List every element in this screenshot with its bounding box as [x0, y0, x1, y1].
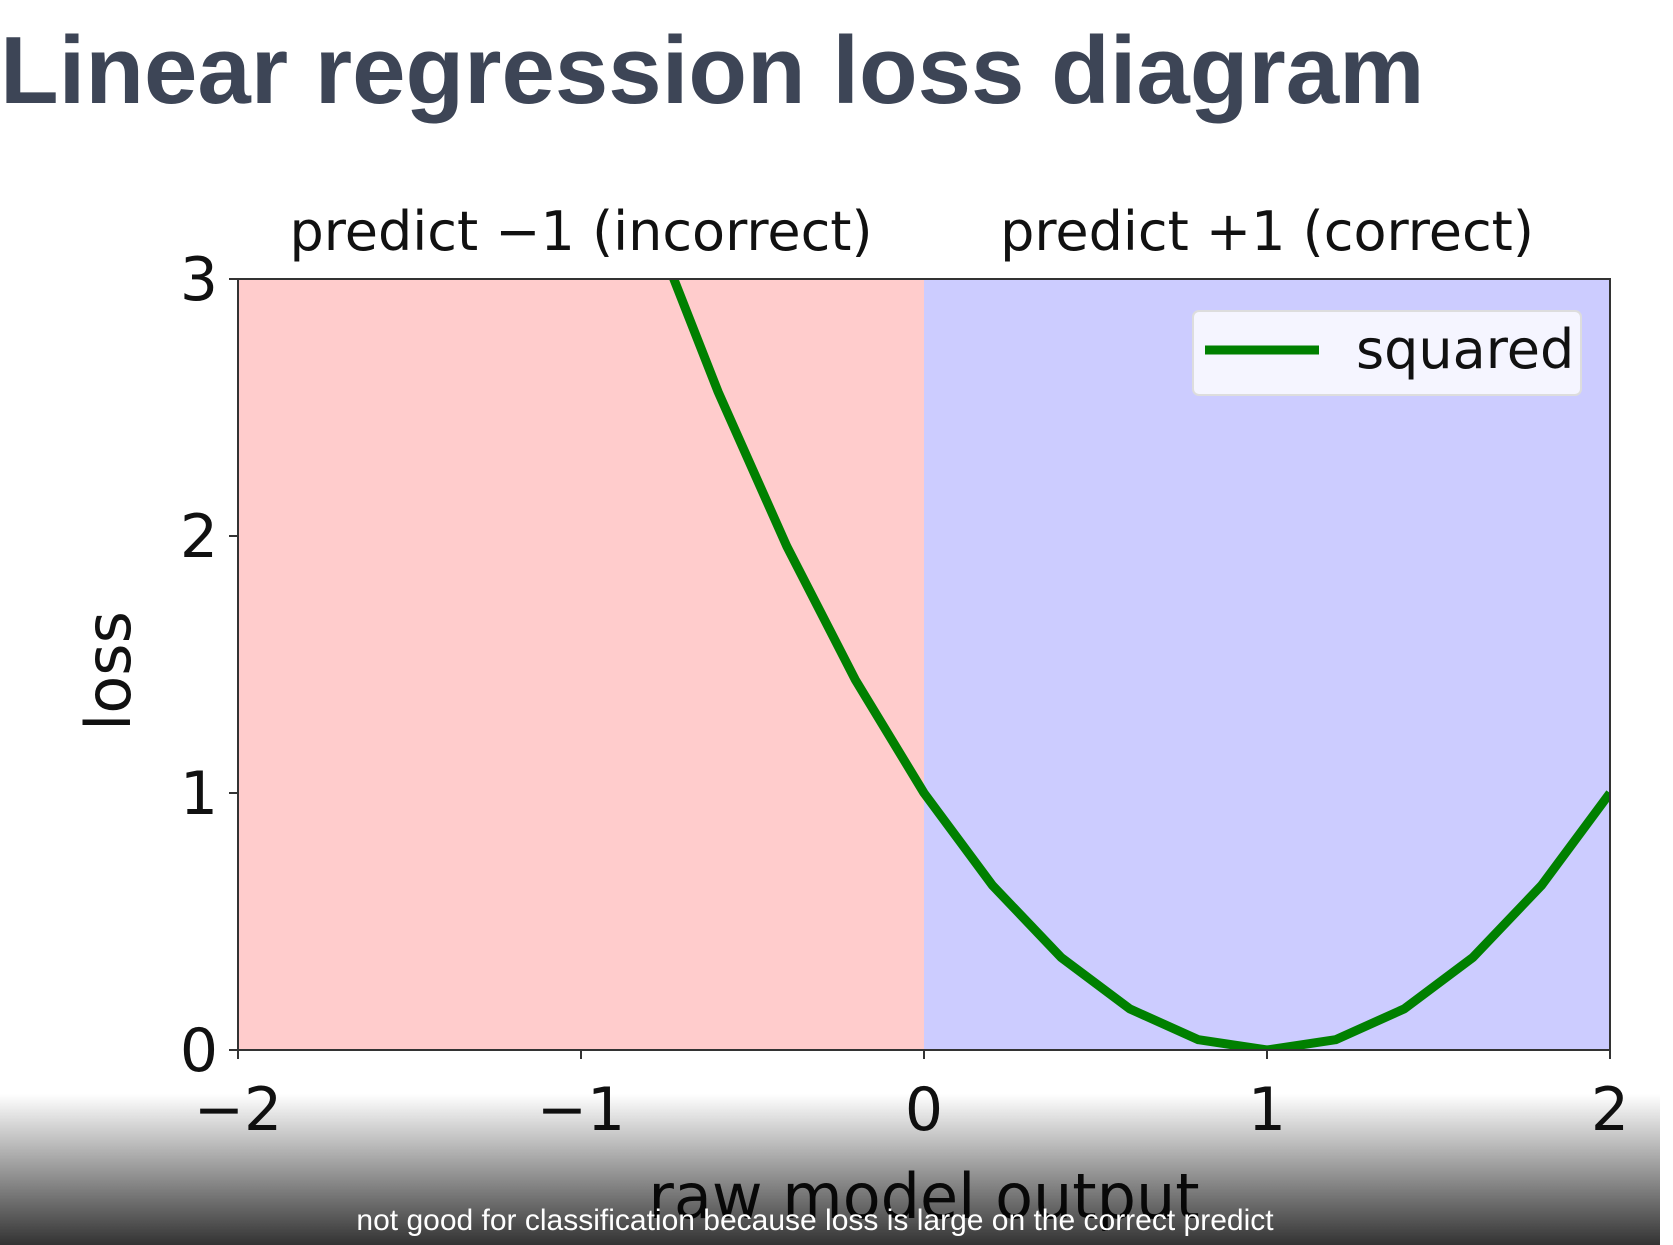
- region-label: predict −1 (incorrect): [289, 200, 872, 263]
- y-tick-label: 0: [180, 1016, 218, 1086]
- region-label: predict +1 (correct): [1000, 200, 1534, 263]
- region: [924, 279, 1610, 1050]
- line: [668, 279, 1610, 1050]
- chart: predict −1 (incorrect) predict +1 (correc…: [72, 200, 1629, 1233]
- y-axis-label: loss: [72, 611, 145, 731]
- legend-label: squared: [1356, 318, 1574, 381]
- legend: squared: [1192, 310, 1582, 396]
- caption: not good for classification because loss…: [356, 1204, 1274, 1237]
- caption-overlay: [0, 1094, 1660, 1245]
- y-tick-label: 1: [180, 759, 218, 829]
- region: [238, 279, 924, 1050]
- y-tick-label: 3: [180, 245, 218, 315]
- y-tick-label: 2: [180, 502, 218, 572]
- slide-title: Linear regression loss diagram: [0, 17, 1425, 124]
- legend-box: [1192, 310, 1582, 396]
